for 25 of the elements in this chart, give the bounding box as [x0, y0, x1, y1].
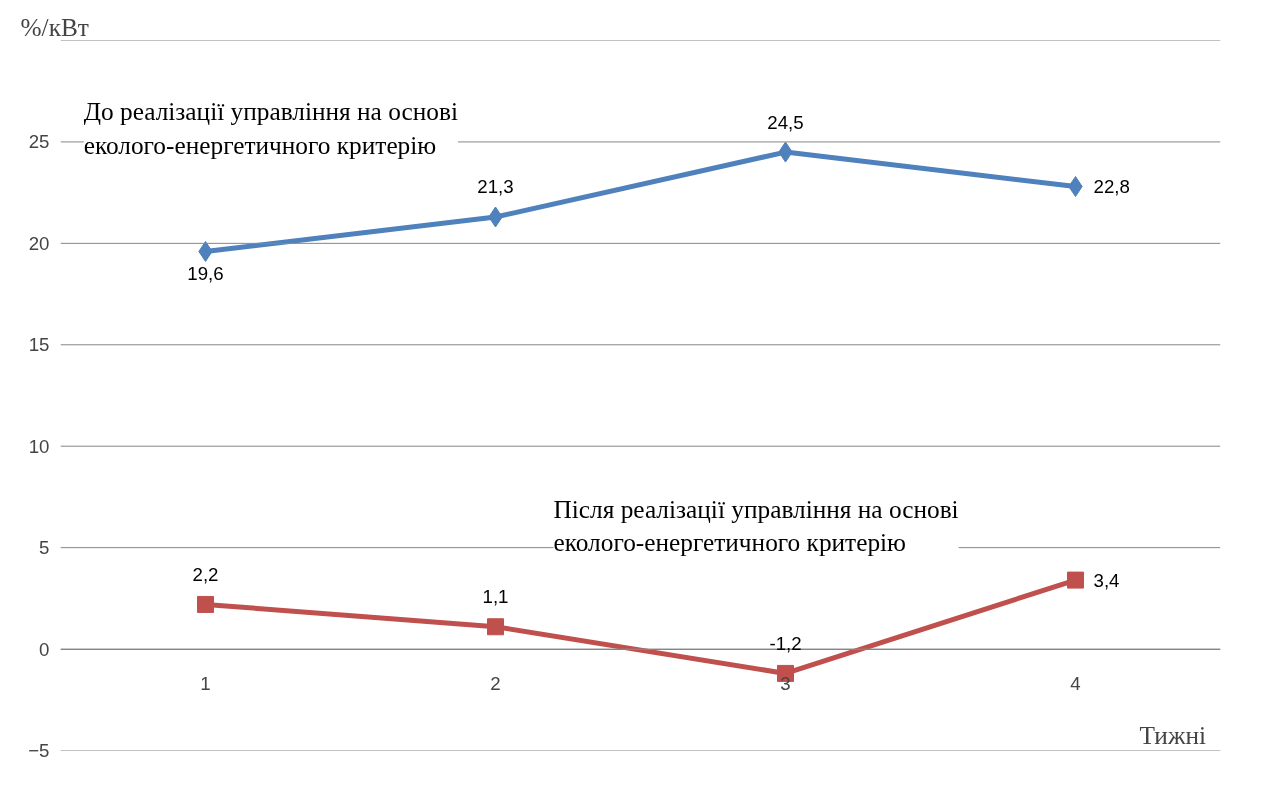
data-label: 3,4 — [1093, 569, 1120, 591]
x-tick-label: 4 — [1070, 673, 1081, 695]
data-label: 2,2 — [192, 563, 219, 585]
y-tick-label: 10 — [28, 435, 50, 457]
text: До реалізації управління на основі еколого-енергетичного критерію — [83, 97, 458, 159]
data-label: -1,2 — [769, 632, 802, 654]
y-axis-title: %/кВт — [20, 12, 89, 41]
point — [487, 618, 504, 636]
y-tick-label: −5 — [28, 740, 50, 761]
data-label: 19,6 — [187, 262, 224, 284]
data-label: 24,5 — [767, 111, 804, 133]
x-tick-label: 1 — [200, 673, 211, 695]
y-tick-label: 20 — [28, 232, 50, 254]
y-tick-label: 25 — [28, 131, 50, 153]
x-axis-title: Тижні — [1139, 720, 1207, 749]
data-label: 21,3 — [477, 176, 514, 198]
y-tick-label: 15 — [28, 334, 50, 356]
x-tick-label: 2 — [490, 673, 501, 695]
y-tick-label: 5 — [39, 537, 50, 559]
text: Після реалізації управління на основі еколого-енергетичного критерію — [553, 494, 959, 557]
data-label: 22,8 — [1093, 176, 1130, 198]
y-tick-label: 0 — [39, 638, 50, 660]
data-label: 1,1 — [482, 586, 509, 608]
point — [1067, 571, 1084, 589]
point — [197, 595, 214, 613]
